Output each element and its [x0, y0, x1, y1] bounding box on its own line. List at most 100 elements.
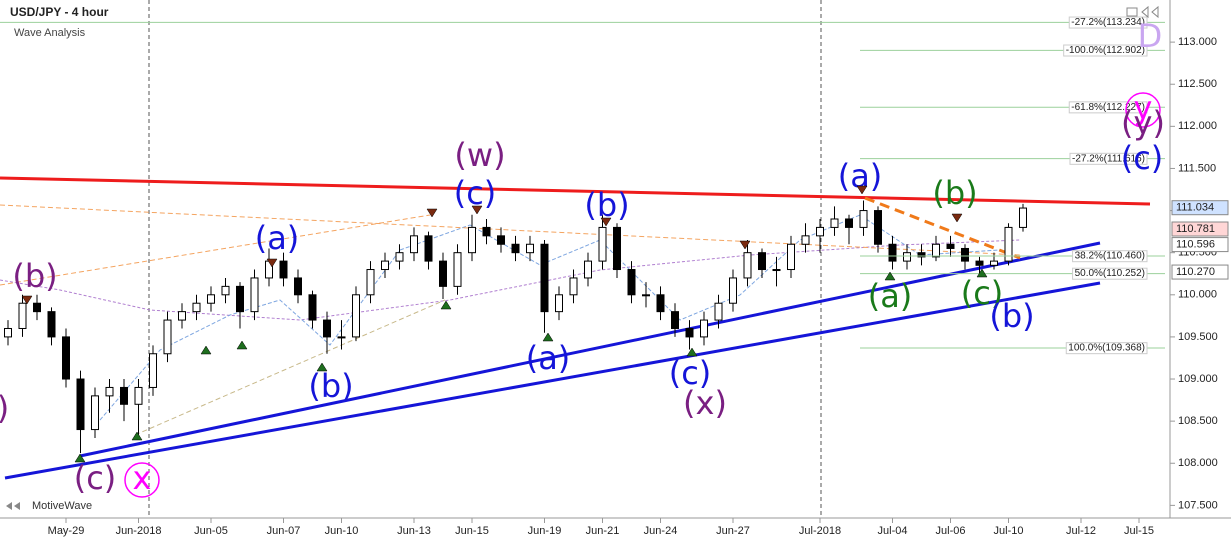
- y-tick-label: 112.500: [1178, 78, 1217, 90]
- candle-body: [236, 285, 244, 313]
- candle-body: [62, 336, 70, 380]
- candle-body: [526, 243, 534, 254]
- candle-body: [598, 226, 607, 262]
- wave-label: (b): [584, 186, 629, 224]
- toolbar-icons[interactable]: [1126, 5, 1159, 19]
- candle-body: [178, 311, 186, 321]
- candle-body: [671, 311, 679, 329]
- x-tick-label: Jul-10: [994, 525, 1024, 537]
- candle-body: [859, 210, 868, 228]
- candle-body: [381, 260, 389, 271]
- x-tick-label: Jul-04: [878, 525, 908, 537]
- price-label-box: [1171, 221, 1229, 237]
- wave-label: (c): [74, 459, 117, 497]
- candle-body: [932, 243, 940, 258]
- pivot-high: [471, 205, 483, 215]
- fib-label-bg: [1063, 44, 1148, 57]
- channel-line: [4, 281, 1101, 480]
- candle-body: [961, 247, 969, 262]
- candle-body: [221, 285, 230, 296]
- candle-body: [134, 386, 143, 405]
- x-tick-label: Jun-2018: [116, 525, 162, 537]
- pivot-low: [200, 345, 212, 355]
- wave-label: x: [133, 459, 152, 497]
- x-tick-label: Jun-15: [455, 525, 489, 537]
- candle-body: [627, 269, 636, 296]
- fib-label-bg: [1069, 152, 1148, 165]
- candle-body: [743, 252, 752, 279]
- y-tick-label: 109.500: [1178, 331, 1218, 343]
- y-tick-label: 110.000: [1178, 289, 1217, 301]
- candle-body: [845, 218, 853, 228]
- price-label: 110.270: [1176, 266, 1215, 278]
- pivot-low: [976, 268, 988, 278]
- candles: [4, 200, 1027, 454]
- candle-body: [279, 260, 288, 279]
- y-tick-label: 108.000: [1178, 457, 1218, 469]
- pivot-low: [74, 453, 86, 463]
- pivot-low: [542, 332, 554, 342]
- pivot-low: [236, 340, 248, 350]
- overlay: -27.2%(113.234) -100.0%(112.902) -61.8%(11…: [0, 16, 1165, 498]
- fib-label: -27.2%(111.616): [1072, 153, 1145, 164]
- wave-b-line: [864, 196, 1021, 260]
- candle-body: [816, 226, 824, 237]
- fib-label: 100.0%(109.368): [1068, 343, 1145, 354]
- y-tick-label: 111.500: [1178, 162, 1216, 174]
- candle-body: [91, 395, 99, 431]
- scroll-icon[interactable]: [6, 502, 20, 510]
- candle-body: [888, 243, 897, 262]
- candle-body: [729, 277, 737, 304]
- candle-body: [250, 277, 259, 313]
- pivot-high: [266, 258, 278, 268]
- y-tick-label: 107.500: [1178, 499, 1218, 511]
- y-tick-label: 108.500: [1178, 415, 1218, 427]
- x-tick-label: Jun-13: [397, 525, 431, 537]
- pivot-high: [600, 217, 612, 227]
- candle-body: [439, 260, 447, 287]
- pivot-high: [739, 240, 751, 250]
- moving-average: [0, 239, 1021, 321]
- candle-body: [105, 386, 114, 397]
- wave-label: (w): [454, 136, 505, 174]
- candle-body: [497, 235, 505, 245]
- pivot-high: [21, 295, 33, 305]
- guide-line: [134, 299, 446, 436]
- wave-circle: [124, 462, 160, 498]
- candle-body: [830, 218, 839, 228]
- candle-body: [946, 243, 955, 249]
- price-label-box: [1171, 264, 1229, 280]
- candle-body: [874, 210, 882, 245]
- pivot-low: [316, 362, 328, 372]
- candle-body: [163, 319, 172, 355]
- wave-label: (x): [683, 384, 727, 422]
- candle-body: [540, 243, 549, 313]
- fib-label: -100.0%(112.902): [1066, 45, 1145, 56]
- candle-body: [758, 252, 766, 271]
- fib-label: 50.0%(110.252): [1075, 268, 1145, 279]
- fib-label: -61.8%(112.227): [1071, 102, 1145, 113]
- fib-label-bg: [1072, 267, 1148, 280]
- guide-line: [0, 204, 1021, 256]
- x-tick-label: Jun-05: [194, 525, 228, 537]
- wave-circle: [1125, 92, 1161, 128]
- candle-body: [511, 243, 520, 254]
- fib-label-bg: [1072, 250, 1148, 263]
- wave-label: D: [1138, 17, 1163, 55]
- pivot-high: [856, 185, 868, 195]
- chart-subtitle: Wave Analysis: [14, 27, 86, 39]
- wave-label: (c): [1121, 139, 1164, 177]
- price-label-box: [1171, 237, 1229, 253]
- candle-body: [207, 294, 215, 304]
- candle-body: [990, 260, 998, 266]
- x-tick-label: Jun-21: [586, 525, 620, 537]
- price-label: 110.781: [1176, 223, 1215, 235]
- candle-body: [120, 386, 128, 405]
- x-tick-label: Jun-27: [716, 525, 750, 537]
- price-label-box: [1171, 200, 1229, 216]
- candle-body: [453, 252, 462, 287]
- x-tick-label: Jul-12: [1066, 525, 1096, 537]
- candle-body: [714, 302, 723, 321]
- candle-body: [424, 235, 433, 262]
